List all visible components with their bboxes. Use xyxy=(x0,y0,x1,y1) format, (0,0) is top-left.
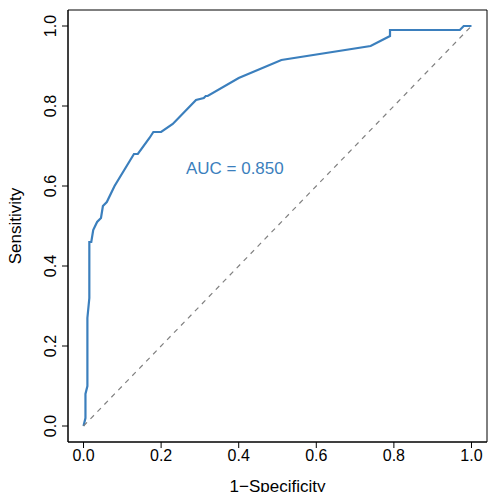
svg-text:1.0: 1.0 xyxy=(460,447,482,464)
svg-text:0.8: 0.8 xyxy=(383,447,405,464)
svg-text:0.0: 0.0 xyxy=(72,447,94,464)
svg-text:0.6: 0.6 xyxy=(305,447,327,464)
svg-text:0.2: 0.2 xyxy=(42,335,59,357)
svg-text:0.8: 0.8 xyxy=(42,95,59,117)
svg-text:0.2: 0.2 xyxy=(150,447,172,464)
svg-text:1−Specificity: 1−Specificity xyxy=(230,477,326,492)
svg-text:0.6: 0.6 xyxy=(42,175,59,197)
svg-text:0.4: 0.4 xyxy=(42,255,59,277)
svg-text:0.0: 0.0 xyxy=(42,415,59,437)
svg-text:AUC = 0.850: AUC = 0.850 xyxy=(186,159,284,178)
svg-text:0.4: 0.4 xyxy=(228,447,250,464)
svg-text:1.0: 1.0 xyxy=(42,15,59,37)
svg-text:Sensitivity: Sensitivity xyxy=(8,187,25,264)
